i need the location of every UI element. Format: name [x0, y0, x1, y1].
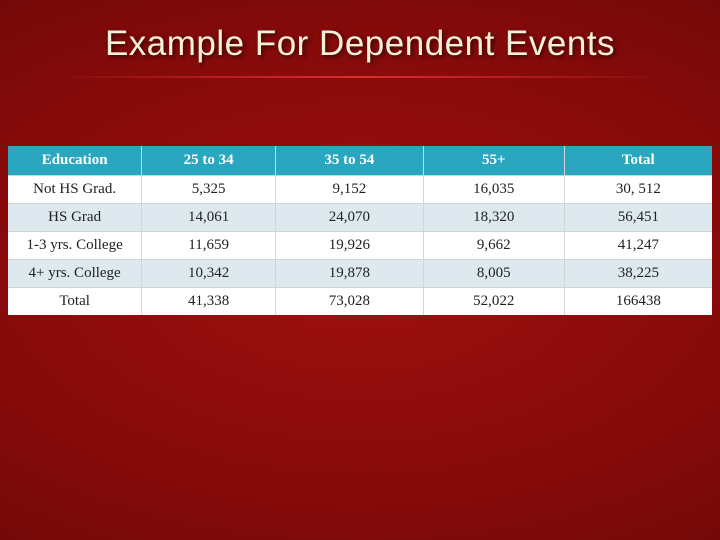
cell-value: 52,022: [423, 288, 564, 316]
education-table: Education 25 to 34 35 to 54 55+ Total No…: [8, 146, 712, 315]
table-row: Not HS Grad. 5,325 9,152 16,035 30, 512: [8, 176, 712, 204]
col-header-25-34: 25 to 34: [142, 146, 276, 176]
cell-value: 18,320: [423, 204, 564, 232]
cell-rowlabel: HS Grad: [8, 204, 142, 232]
cell-value: 73,028: [276, 288, 424, 316]
cell-value: 38,225: [564, 260, 712, 288]
cell-value: 56,451: [564, 204, 712, 232]
cell-rowlabel: 1-3 yrs. College: [8, 232, 142, 260]
cell-value: 16,035: [423, 176, 564, 204]
cell-rowlabel: 4+ yrs. College: [8, 260, 142, 288]
cell-value: 19,878: [276, 260, 424, 288]
cell-value: 41,247: [564, 232, 712, 260]
table-row: Total 41,338 73,028 52,022 166438: [8, 288, 712, 316]
cell-rowlabel: Not HS Grad.: [8, 176, 142, 204]
cell-value: 19,926: [276, 232, 424, 260]
table-row: 1-3 yrs. College 11,659 19,926 9,662 41,…: [8, 232, 712, 260]
slide-title: Example For Dependent Events: [0, 0, 720, 64]
cell-value: 30, 512: [564, 176, 712, 204]
cell-value: 8,005: [423, 260, 564, 288]
cell-value: 166438: [564, 288, 712, 316]
cell-value: 9,662: [423, 232, 564, 260]
cell-value: 5,325: [142, 176, 276, 204]
col-header-total: Total: [564, 146, 712, 176]
table-row: HS Grad 14,061 24,070 18,320 56,451: [8, 204, 712, 232]
table-header-row: Education 25 to 34 35 to 54 55+ Total: [8, 146, 712, 176]
cell-value: 14,061: [142, 204, 276, 232]
col-header-55plus: 55+: [423, 146, 564, 176]
col-header-35-54: 35 to 54: [276, 146, 424, 176]
cell-value: 9,152: [276, 176, 424, 204]
cell-value: 10,342: [142, 260, 276, 288]
cell-value: 24,070: [276, 204, 424, 232]
cell-value: 11,659: [142, 232, 276, 260]
col-header-education: Education: [8, 146, 142, 176]
title-underline: [70, 76, 650, 78]
cell-rowlabel: Total: [8, 288, 142, 316]
cell-value: 41,338: [142, 288, 276, 316]
table-row: 4+ yrs. College 10,342 19,878 8,005 38,2…: [8, 260, 712, 288]
data-table-container: Education 25 to 34 35 to 54 55+ Total No…: [8, 146, 712, 315]
